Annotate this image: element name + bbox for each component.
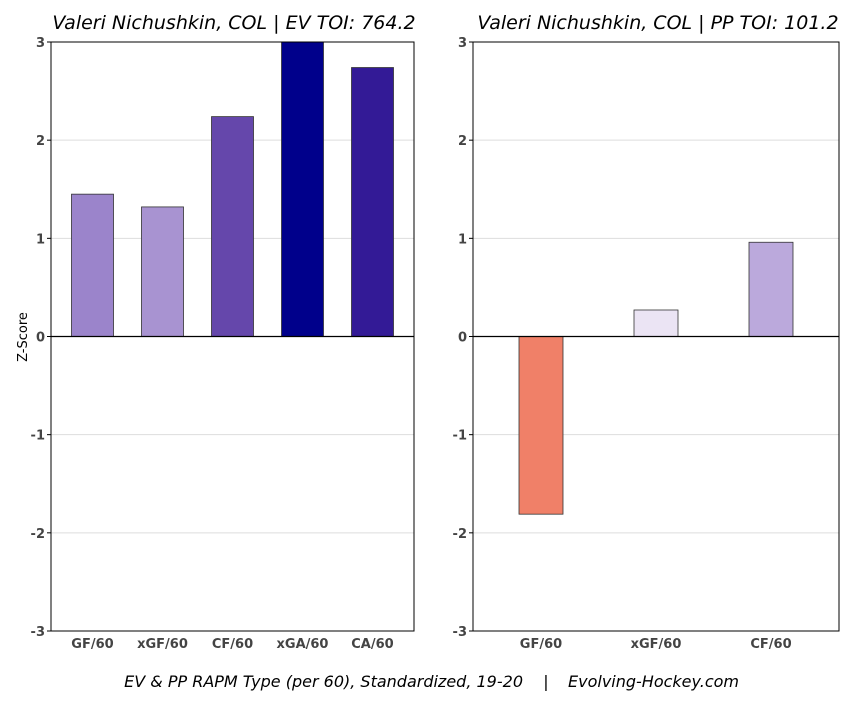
footer-caption: EV & PP RAPM Type (per 60), Standardized… — [124, 672, 523, 691]
footer-separator: | — [543, 672, 548, 691]
ev-y-tick-label: 2 — [36, 134, 45, 149]
ev-x-tick-label: xGF/60 — [137, 637, 188, 652]
ev-x-tick-label: CA/60 — [351, 637, 393, 652]
pp-chart-title: Valeri Nichushkin, COL | PP TOI: 101.2 — [477, 12, 838, 34]
pp-bar-cf-60 — [748, 241, 794, 337]
footer-source: Evolving-Hockey.com — [568, 672, 739, 691]
ev-bar-gf-60 — [71, 193, 114, 337]
ev-chart-title: Valeri Nichushkin, COL | EV TOI: 764.2 — [52, 12, 415, 34]
ev-x-tick-label: xGA/60 — [277, 637, 329, 652]
ev-y-tick-label: 1 — [36, 232, 45, 247]
footer: EV & PP RAPM Type (per 60), Standardized… — [124, 672, 739, 691]
pp-y-tick-label: 2 — [458, 134, 467, 149]
pp-bar-xgf-60 — [633, 309, 679, 337]
ev-chart-panel: Valeri Nichushkin, COL | EV TOI: 764.2 Z… — [16, 12, 416, 652]
pp-bar-gf-60 — [518, 336, 564, 515]
ev-x-tick-label: GF/60 — [71, 637, 113, 652]
pp-chart-panel: Valeri Nichushkin, COL | PP TOI: 101.2 G… — [453, 12, 840, 652]
pp-y-tick-label: -2 — [453, 527, 467, 542]
pp-x-tick-label: xGF/60 — [631, 637, 682, 652]
ev-bar-xgf-60 — [141, 206, 184, 337]
pp-y-tick-label: -1 — [453, 429, 467, 444]
ev-y-tick-label: 0 — [36, 331, 45, 346]
ev-y-tick-label: -2 — [31, 527, 45, 542]
ev-y-tick-label: 3 — [36, 36, 45, 51]
pp-x-tick-label: GF/60 — [520, 637, 562, 652]
ev-bar-cf-60 — [211, 116, 254, 337]
ev-y-tick-label: -3 — [31, 625, 45, 640]
ev-bar-xga-60 — [281, 41, 324, 337]
ev-x-tick-label: CF/60 — [212, 637, 253, 652]
pp-y-tick-label: 0 — [458, 331, 467, 346]
ev-y-tick-label: -1 — [31, 429, 45, 444]
pp-x-tick-label: CF/60 — [750, 637, 791, 652]
pp-y-tick-label: 1 — [458, 232, 467, 247]
pp-y-tick-label: -3 — [453, 625, 467, 640]
ev-y-axis-label: Z-Score — [16, 312, 31, 362]
ev-bar-ca-60 — [351, 67, 394, 337]
pp-y-tick-label: 3 — [458, 36, 467, 51]
